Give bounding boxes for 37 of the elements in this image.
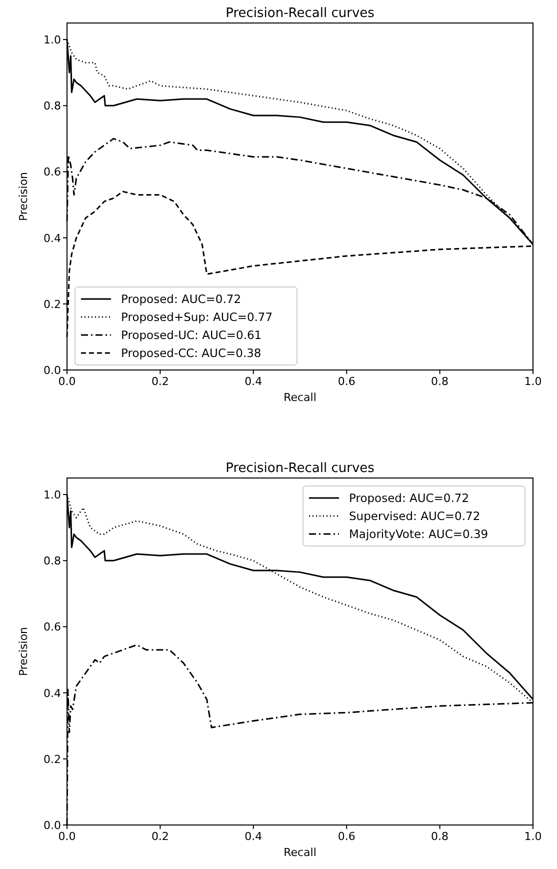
x-tick-label: 0.0 — [58, 830, 76, 843]
chart-title: Precision-Recall curves — [226, 6, 375, 21]
y-tick-label: 0.0 — [44, 364, 61, 377]
x-tick-label: 0.6 — [338, 830, 356, 843]
y-tick-label: 1.0 — [44, 34, 61, 47]
x-tick-label: 0.2 — [151, 375, 169, 388]
chart-title: Precision-Recall curves — [226, 461, 375, 476]
legend-label: Proposed-CC: AUC=0.38 — [121, 346, 262, 360]
legend-label: Proposed+Sup: AUC=0.77 — [121, 310, 273, 324]
y-tick-label: 0.0 — [44, 819, 61, 832]
y-axis-title: Precision — [17, 172, 30, 222]
y-tick-label: 1.0 — [44, 488, 61, 502]
y-tick-label: 0.8 — [44, 100, 61, 113]
x-tick-label: 1.0 — [524, 830, 542, 843]
x-tick-label: 0.8 — [431, 830, 449, 843]
y-tick-label: 0.6 — [44, 620, 61, 634]
legend-label: MajorityVote: AUC=0.39 — [349, 527, 488, 541]
x-axis-title: Recall — [284, 391, 316, 404]
x-tick-label: 1.0 — [524, 375, 542, 388]
legend-label: Proposed: AUC=0.72 — [349, 491, 470, 505]
x-tick-label: 0.0 — [58, 375, 76, 388]
x-tick-label: 0.4 — [244, 375, 262, 388]
x-tick-label: 0.8 — [431, 375, 449, 388]
legend-label: Supervised: AUC=0.72 — [349, 509, 480, 523]
x-axis-title: Recall — [284, 846, 316, 859]
legend-label: Proposed-UC: AUC=0.61 — [121, 328, 262, 342]
x-tick-label: 0.4 — [244, 830, 262, 843]
y-tick-label: 0.6 — [44, 166, 61, 179]
y-tick-label: 0.4 — [44, 686, 61, 700]
x-tick-label: 0.2 — [151, 830, 169, 843]
y-tick-label: 0.2 — [44, 298, 61, 311]
y-tick-label: 0.8 — [44, 554, 61, 568]
y-tick-label: 0.4 — [44, 232, 61, 245]
legend-label: Proposed: AUC=0.72 — [121, 292, 242, 306]
y-axis-title: Precision — [17, 626, 30, 676]
y-tick-label: 0.2 — [44, 752, 61, 766]
x-tick-label: 0.6 — [338, 375, 356, 388]
